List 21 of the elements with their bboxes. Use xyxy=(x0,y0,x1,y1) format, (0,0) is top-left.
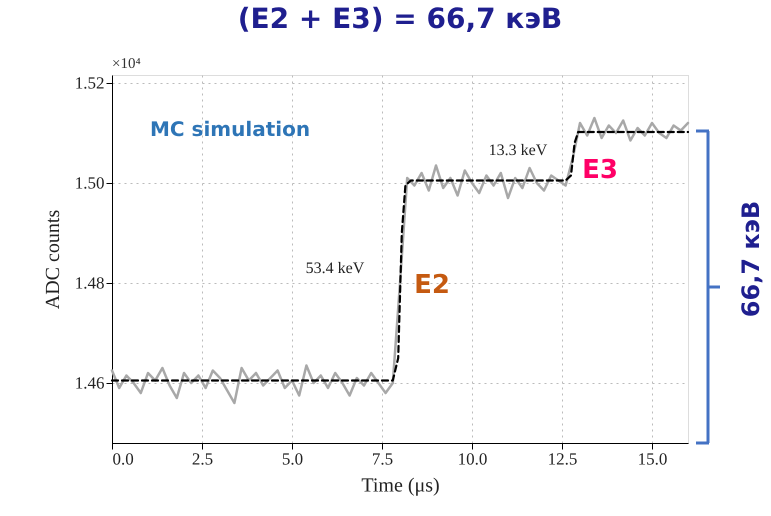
annotation: E3 xyxy=(582,155,618,185)
text: 66,7 кэВ xyxy=(737,200,765,318)
x-axis-title: Time (μs) xyxy=(361,474,440,496)
x-tick-label: 15.0 xyxy=(638,450,668,468)
x-tick-label: 2.5 xyxy=(192,450,214,468)
y-axis-title: ADC counts xyxy=(42,210,64,310)
annotation: 13.3 keV xyxy=(488,142,548,159)
annotation: E2 xyxy=(414,270,450,300)
text: ×10⁴ xyxy=(112,56,141,72)
x-tick-label: 12.5 xyxy=(548,450,578,468)
y-tick-label: 1.46 xyxy=(74,374,104,392)
y-tick-label: 1.50 xyxy=(74,174,104,192)
annotation: MC simulation xyxy=(150,117,310,141)
x-tick-label: 10.0 xyxy=(458,450,488,468)
annotation: 53.4 keV xyxy=(306,260,365,277)
x-tick-label: 0.0 xyxy=(112,450,134,468)
x-tick-label: 5.0 xyxy=(282,450,304,468)
y-tick-label: 1.52 xyxy=(74,74,104,92)
y-tick-label: 1.48 xyxy=(74,274,104,292)
x-tick-label: 7.5 xyxy=(372,450,394,468)
chart-title: (E2 + E3) = 66,7 кэВ xyxy=(238,2,562,35)
